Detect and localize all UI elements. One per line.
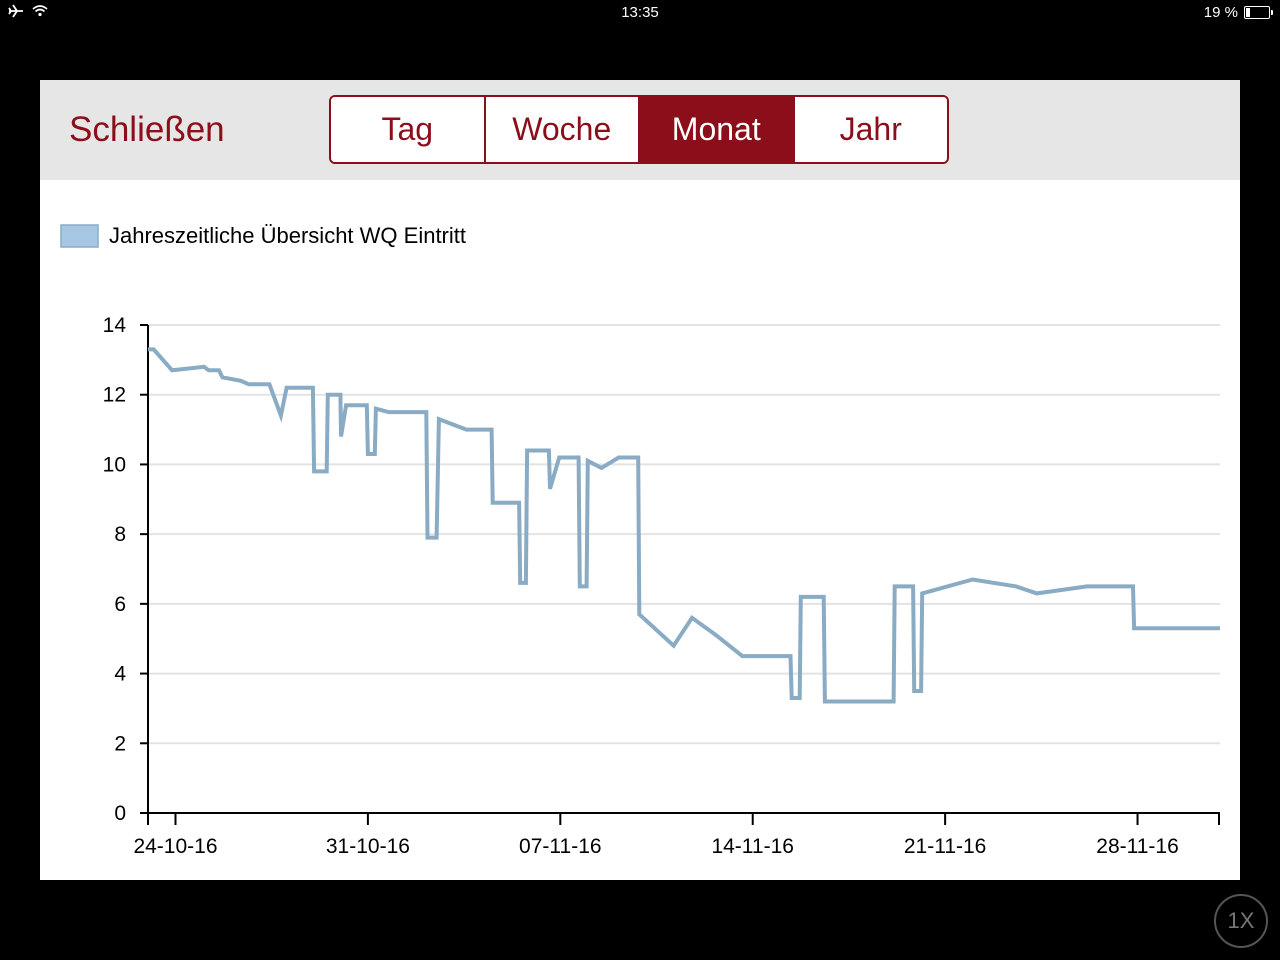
grid-lines xyxy=(148,324,1220,745)
chart-panel: Schließen Tag Woche Monat Jahr Jahreszei… xyxy=(40,80,1240,880)
close-button[interactable]: Schließen xyxy=(69,110,225,149)
status-bar: 13:35 19 % xyxy=(0,0,1280,26)
playback-speed-button[interactable]: 1X xyxy=(1214,894,1268,948)
period-selector: Tag Woche Monat Jahr xyxy=(329,95,949,164)
x-tick-label: 14-11-16 xyxy=(711,835,794,858)
status-left xyxy=(8,4,48,18)
x-tick-label: 21-11-16 xyxy=(904,835,987,858)
x-tick-label: 24-10-16 xyxy=(133,835,217,858)
axes: 0 2 4 6 8 10 12 14 24-10-16 31-10-16 07-11-16 14-11… xyxy=(103,314,1220,858)
battery-percent: 19 % xyxy=(1203,4,1238,21)
tab-year[interactable]: Jahr xyxy=(794,97,947,162)
tab-month[interactable]: Monat xyxy=(640,97,795,162)
battery-icon xyxy=(1244,6,1273,19)
line-chart: Jahreszeitliche Übersicht WQ Eintritt 02… xyxy=(60,223,1220,858)
series-group xyxy=(148,347,1220,704)
tab-week[interactable]: Woche xyxy=(485,97,640,162)
x-tick-label: 07-11-16 xyxy=(519,835,602,858)
y-tick-label: 12 xyxy=(103,384,126,407)
status-right: 19 % xyxy=(1203,4,1273,21)
x-tick-label: 31-10-16 xyxy=(326,835,410,858)
airplane-icon xyxy=(8,4,23,18)
y-tick-label: 14 xyxy=(103,314,127,337)
y-tick-label: 8 xyxy=(114,523,126,546)
x-tick-label: 28-11-16 xyxy=(1096,835,1179,858)
series-line xyxy=(148,347,1220,704)
tab-day[interactable]: Tag xyxy=(331,97,486,162)
status-time: 13:35 xyxy=(621,4,659,21)
wifi-icon xyxy=(32,5,48,17)
y-tick-label: 10 xyxy=(103,453,126,476)
y-tick-label: 2 xyxy=(114,732,126,755)
toolbar: Schließen Tag Woche Monat Jahr xyxy=(40,80,1240,180)
legend-label: Jahreszeitliche Übersicht WQ Eintritt xyxy=(109,223,466,248)
legend-swatch xyxy=(60,224,99,248)
y-tick-label: 4 xyxy=(114,663,126,686)
y-tick-label: 6 xyxy=(114,593,126,616)
y-tick-label: 0 xyxy=(114,802,126,825)
